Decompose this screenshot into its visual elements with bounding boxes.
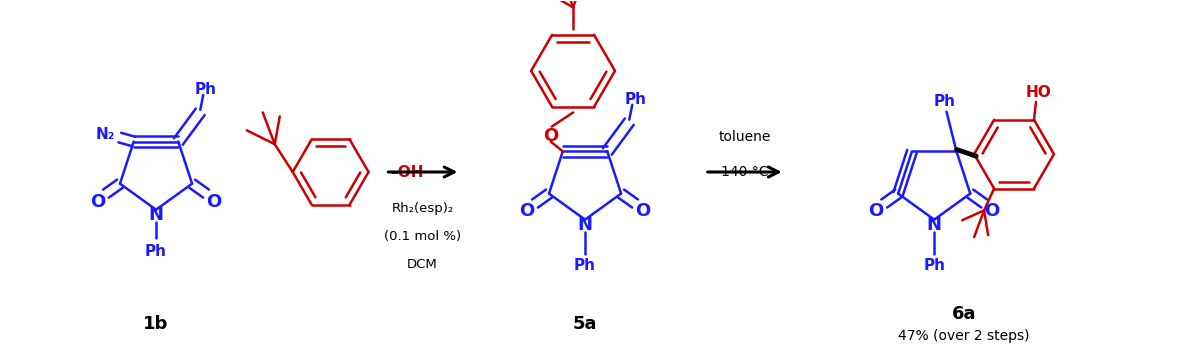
Text: 5a: 5a: [572, 315, 598, 333]
Text: O: O: [520, 202, 535, 220]
Text: N: N: [149, 206, 163, 224]
Text: DCM: DCM: [407, 258, 438, 271]
Text: Ph: Ph: [934, 94, 955, 109]
Text: 140 °C: 140 °C: [721, 165, 768, 179]
Text: N: N: [926, 215, 942, 234]
Text: N₂: N₂: [96, 127, 115, 142]
Text: Ph: Ph: [574, 258, 596, 273]
Text: O: O: [869, 202, 884, 220]
Text: –OH: –OH: [390, 164, 424, 179]
Text: O: O: [206, 193, 222, 211]
Text: Rh₂(esp)₂: Rh₂(esp)₂: [391, 202, 454, 215]
Text: (0.1 mol %): (0.1 mol %): [384, 230, 461, 243]
Text: 6a: 6a: [952, 305, 977, 323]
Text: Ph: Ph: [923, 258, 946, 273]
Text: Ph: Ph: [194, 83, 216, 98]
Text: O: O: [985, 202, 1000, 220]
Text: O: O: [90, 193, 106, 211]
Text: 1b: 1b: [143, 315, 169, 333]
Text: HO: HO: [1026, 85, 1052, 100]
Text: O: O: [544, 127, 558, 145]
Text: O: O: [636, 202, 650, 220]
Text: 47% (over 2 steps): 47% (over 2 steps): [899, 329, 1030, 343]
Text: N: N: [577, 215, 593, 234]
Text: Ph: Ph: [145, 244, 167, 259]
Text: Ph: Ph: [624, 92, 647, 107]
Text: toluene: toluene: [719, 130, 770, 144]
